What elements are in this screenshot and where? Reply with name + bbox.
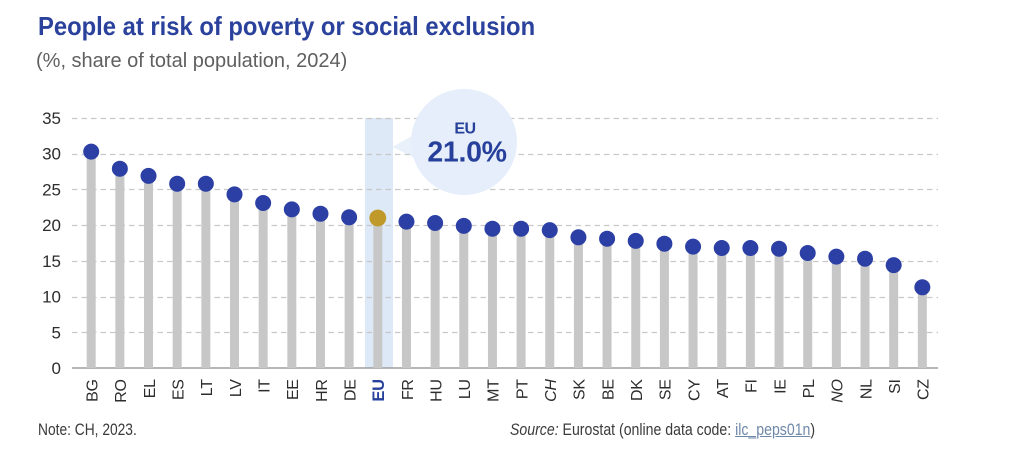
svg-text:20: 20	[42, 216, 61, 235]
svg-text:EE: EE	[285, 379, 302, 400]
svg-text:PT: PT	[514, 379, 531, 399]
svg-text:30: 30	[42, 145, 61, 164]
svg-text:HU: HU	[428, 379, 445, 402]
svg-text:21.0%: 21.0%	[427, 136, 506, 168]
svg-text:NL: NL	[858, 379, 875, 399]
svg-text:DE: DE	[342, 379, 359, 401]
svg-text:15: 15	[42, 252, 61, 271]
svg-text:10: 10	[42, 288, 61, 307]
svg-text:BE: BE	[600, 379, 617, 400]
svg-text:LV: LV	[228, 379, 245, 397]
svg-text:HR: HR	[314, 379, 331, 402]
svg-text:35: 35	[42, 109, 61, 128]
svg-text:BG: BG	[85, 379, 102, 402]
svg-text:SI: SI	[887, 379, 904, 394]
svg-text:AT: AT	[715, 379, 732, 398]
svg-text:EL: EL	[142, 379, 159, 398]
svg-text:SK: SK	[572, 379, 589, 400]
svg-text:DK: DK	[629, 379, 646, 401]
svg-text:FR: FR	[400, 379, 417, 400]
svg-text:IE: IE	[772, 379, 789, 394]
svg-text:NO: NO	[830, 379, 847, 402]
svg-text:FI: FI	[744, 379, 761, 393]
svg-text:ES: ES	[170, 379, 187, 400]
svg-text:EU: EU	[454, 121, 475, 138]
svg-text:SE: SE	[658, 379, 675, 400]
svg-text:CH: CH	[543, 379, 560, 402]
svg-text:IT: IT	[256, 379, 273, 393]
svg-text:MT: MT	[486, 379, 503, 402]
svg-text:EU: EU	[370, 379, 388, 401]
svg-text:CY: CY	[686, 379, 703, 401]
svg-text:5: 5	[52, 323, 61, 342]
svg-text:25: 25	[42, 180, 61, 199]
svg-text:LT: LT	[199, 379, 216, 396]
svg-text:PL: PL	[801, 379, 818, 398]
svg-text:0: 0	[52, 359, 61, 378]
svg-text:RO: RO	[113, 379, 130, 402]
svg-text:LU: LU	[457, 379, 474, 399]
svg-text:CZ: CZ	[916, 379, 933, 400]
